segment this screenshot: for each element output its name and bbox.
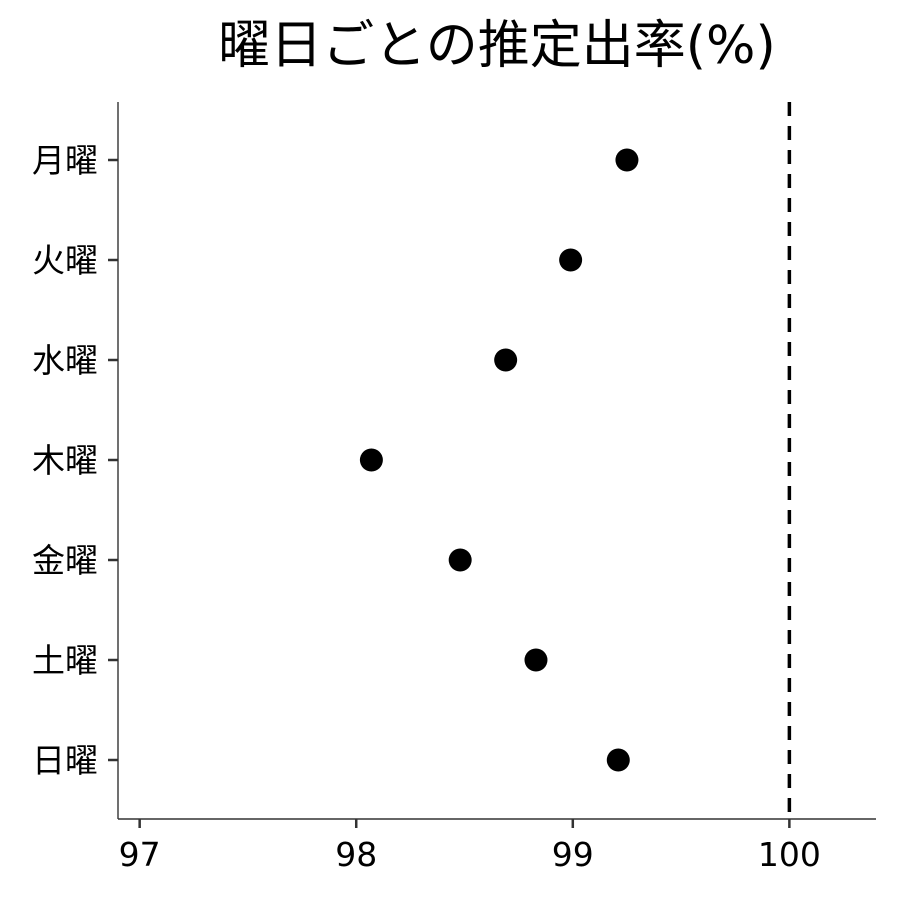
x-tick-label: 97 [119, 835, 161, 874]
data-point [448, 548, 472, 572]
y-tick-label: 土曜 [32, 641, 98, 680]
y-tick-label: 日曜 [32, 741, 98, 780]
y-tick-label: 月曜 [32, 141, 98, 180]
chart-title: 曜日ごとの推定出率(%) [218, 16, 775, 76]
y-tick-label: 金曜 [32, 541, 98, 580]
data-point [615, 148, 639, 172]
x-tick-label: 99 [552, 835, 594, 874]
y-tick-label: 火曜 [32, 241, 98, 280]
data-point [494, 348, 518, 372]
x-tick-label: 100 [758, 835, 821, 874]
data-point [606, 748, 630, 772]
x-tick-label: 98 [335, 835, 377, 874]
data-point [359, 448, 383, 472]
data-point [559, 248, 583, 272]
y-tick-label: 木曜 [32, 441, 98, 480]
y-tick-label: 水曜 [32, 341, 98, 380]
data-point [524, 648, 548, 672]
